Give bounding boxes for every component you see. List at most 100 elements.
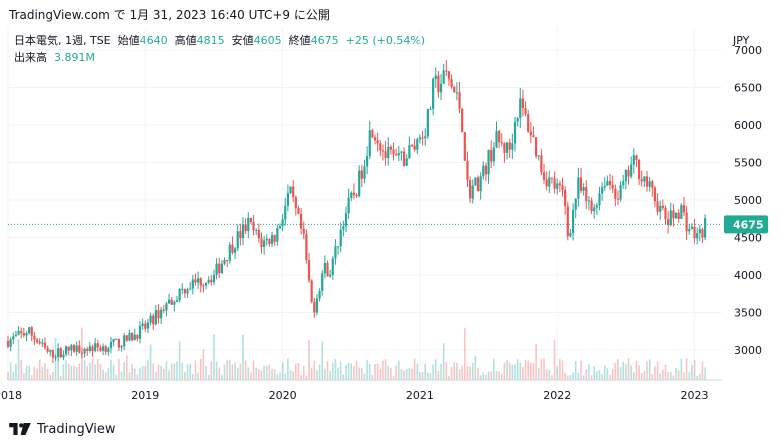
candle-body: [672, 210, 675, 219]
y-tick-label: 4000: [734, 269, 762, 282]
volume-bar: [321, 341, 324, 380]
candle-body: [614, 188, 617, 199]
volume-bar: [65, 359, 67, 380]
candle-body: [651, 181, 654, 188]
x-tick-label: 2021: [406, 389, 434, 402]
candle-body: [14, 334, 18, 337]
volume-bar: [662, 369, 664, 380]
volume-bar: [458, 369, 461, 380]
candle-body: [511, 143, 514, 150]
volume-bar: [236, 367, 239, 380]
volume-bar: [78, 363, 81, 380]
candle-body: [416, 139, 419, 150]
y-tick-label: 6000: [734, 119, 762, 132]
volume-bar: [223, 364, 226, 380]
candle-body: [495, 130, 498, 148]
y-tick-label: 7000: [734, 44, 762, 57]
volume-bar: [614, 362, 617, 380]
candle-body: [685, 212, 688, 232]
volume-bar: [310, 367, 313, 380]
last-price-badge: 4675: [724, 215, 768, 234]
candle-body: [117, 338, 121, 348]
volume-bar: [86, 365, 89, 380]
candle-body: [429, 108, 432, 110]
candle-body: [218, 263, 221, 274]
volume-bar: [442, 343, 445, 380]
candle-body: [186, 289, 189, 294]
candle-body: [17, 330, 20, 335]
tradingview-brand[interactable]: TradingView: [37, 421, 116, 437]
candle-body: [178, 288, 181, 301]
volume-bar: [479, 375, 482, 380]
volume-bar: [318, 364, 321, 380]
volume-bar: [297, 362, 300, 380]
candle-body: [173, 301, 176, 305]
candle-body: [350, 192, 353, 198]
candle-body: [22, 333, 25, 336]
volume-bar: [646, 361, 648, 380]
candle-body: [571, 209, 575, 233]
candle-body: [381, 150, 385, 152]
volume-bar: [149, 344, 152, 380]
y-axis: 3000 3500 4000 4500 5000 5500 6000 6500 7000: [734, 44, 762, 357]
volume-bar: [485, 374, 487, 380]
volume-bar: [464, 328, 466, 380]
candle-body: [101, 346, 105, 351]
candle-body: [310, 280, 313, 302]
volume-bar: [337, 367, 339, 380]
candle-body: [154, 310, 157, 325]
volume-bar: [495, 371, 498, 380]
candle-body: [54, 357, 57, 359]
volume-bar: [469, 366, 471, 380]
volume-bar: [556, 366, 559, 380]
volume-bar: [643, 371, 646, 380]
volume-bar: [667, 372, 669, 380]
price-chart[interactable]: 3000 3500 4000 4500 5000 5500 6000 6500 7000 201…: [0, 28, 780, 413]
candle-body: [152, 315, 155, 325]
x-tick-label: 2018: [0, 389, 22, 402]
volume-bar: [654, 366, 656, 380]
y-tick-label: 5000: [734, 194, 762, 207]
candle-body: [537, 155, 540, 157]
candle-body: [487, 149, 490, 175]
volume-bar: [450, 367, 453, 380]
volume-bar: [522, 366, 524, 380]
volume-bar: [474, 355, 477, 380]
candle-body: [593, 207, 596, 212]
volume-bar: [295, 363, 297, 380]
volume-bar: [334, 358, 337, 380]
candle-body: [553, 178, 556, 189]
candle-body: [360, 170, 363, 179]
volume-bar: [155, 371, 157, 380]
volume-bar: [366, 359, 368, 380]
candle-body: [426, 109, 429, 137]
candle-body: [112, 338, 115, 342]
volume-bar: [609, 375, 611, 380]
volume-bar: [199, 358, 202, 380]
candle-body: [505, 142, 509, 153]
x-tick-label: 2022: [543, 389, 571, 402]
candle-body: [64, 346, 68, 355]
candle-body: [637, 159, 641, 180]
volume-bar: [44, 363, 46, 380]
candle-body: [363, 166, 366, 179]
volume-bar: [9, 362, 12, 380]
volume-bar: [630, 365, 632, 380]
candlestick-series: [6, 60, 707, 364]
x-tick-label: 2019: [131, 389, 159, 402]
candle-body: [577, 177, 580, 199]
candle-body: [270, 235, 274, 244]
volume-bar: [91, 358, 94, 380]
volume-bar: [403, 370, 405, 380]
candle-body: [210, 279, 213, 283]
candle-body: [215, 263, 218, 275]
footer: TradingView: [9, 418, 116, 440]
candle-body: [20, 330, 23, 334]
volume-bar: [73, 365, 75, 380]
volume-bar: [210, 361, 213, 380]
volume-bar: [640, 373, 643, 380]
symbol-label[interactable]: 日本電気, 1週, TSE: [14, 34, 111, 47]
candle-body: [463, 132, 466, 161]
volume-bar: [551, 375, 553, 380]
candle-body: [189, 288, 192, 290]
